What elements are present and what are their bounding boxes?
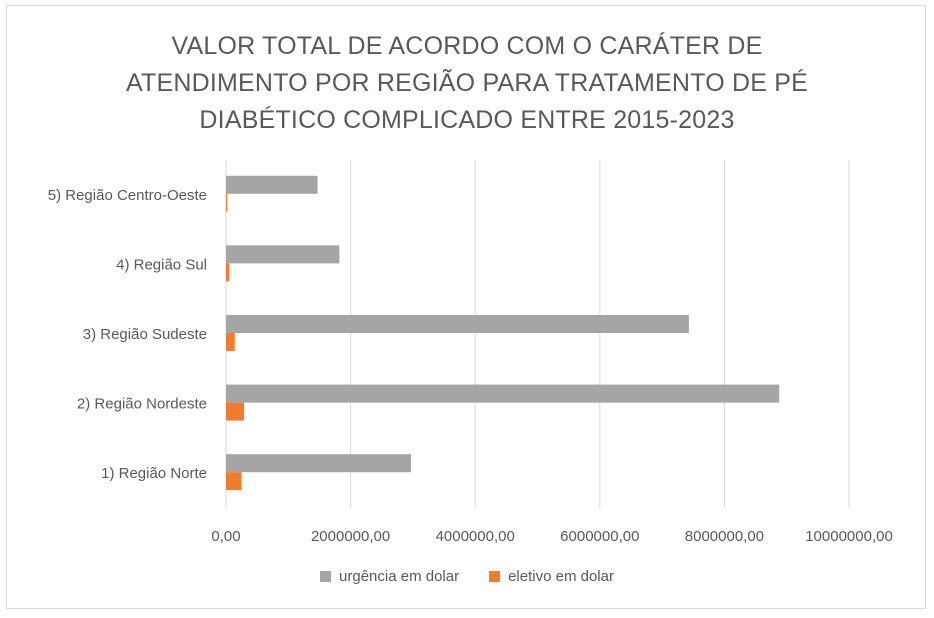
legend-label-urgencia: urgência em dolar [339, 568, 460, 585]
x-tick-label: 4000000,00 [436, 528, 515, 545]
legend-label-eletivo: eletivo em dolar [508, 568, 614, 585]
bar-urgencia [226, 245, 340, 264]
bar-urgencia [226, 454, 412, 473]
legend-item-urgencia: urgência em dolar [320, 568, 459, 585]
legend-swatch-eletivo [489, 571, 501, 582]
bar-eletivo [226, 263, 230, 282]
x-tick-label: 0,00 [211, 528, 240, 545]
x-tick-label: 2000000,00 [311, 528, 390, 545]
chart-frame [6, 5, 926, 609]
x-tick-label: 8000000,00 [685, 528, 764, 545]
legend-swatch-urgencia [320, 571, 332, 582]
x-tick-label: 6000000,00 [560, 528, 639, 545]
chart-title: VALOR TOTAL DE ACORDO COM O CARÁTER DE A… [0, 28, 934, 139]
legend: urgência em dolar eletivo em dolar [0, 568, 934, 585]
bar-eletivo [226, 402, 245, 421]
bar-urgencia [226, 384, 780, 403]
chart-title-line-1: VALOR TOTAL DE ACORDO COM O CARÁTER DE [171, 32, 763, 60]
category-label: 1) Região Norte [101, 465, 207, 482]
category-label: 4) Região Sul [116, 256, 207, 273]
bar-eletivo [226, 193, 228, 212]
bar-urgencia [226, 175, 318, 194]
bar-eletivo [226, 472, 242, 491]
category-label: 2) Região Nordeste [77, 396, 207, 413]
chart-title-line-2: ATENDIMENTO POR REGIÃO PARA TRATAMENTO D… [125, 69, 809, 97]
category-label: 3) Região Sudeste [83, 326, 207, 343]
bar-urgencia [226, 315, 689, 333]
x-tick-label: 10000000,00 [805, 528, 893, 545]
legend-item-eletivo: eletivo em dolar [489, 568, 614, 585]
category-label: 5) Região Centro-Oeste [48, 187, 207, 204]
chart-title-line-3: DIABÉTICO COMPLICADO ENTRE 2015-2023 [199, 106, 735, 134]
bar-eletivo [226, 333, 235, 351]
